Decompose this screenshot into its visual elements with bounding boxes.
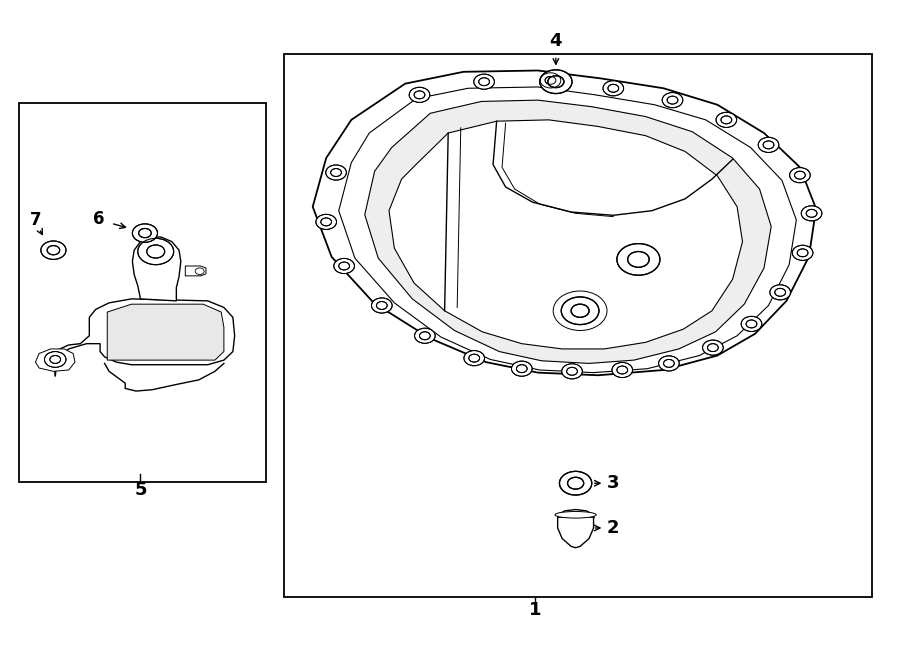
Circle shape: [627, 252, 649, 267]
Circle shape: [139, 229, 151, 238]
Circle shape: [721, 116, 732, 124]
Circle shape: [540, 70, 572, 94]
Circle shape: [775, 288, 786, 296]
Circle shape: [464, 350, 484, 366]
Text: 3: 3: [607, 474, 619, 492]
Circle shape: [44, 352, 66, 368]
Circle shape: [562, 297, 598, 325]
Polygon shape: [132, 237, 181, 301]
Circle shape: [662, 93, 683, 108]
Circle shape: [663, 360, 674, 368]
Circle shape: [568, 477, 584, 489]
Circle shape: [410, 87, 430, 102]
Polygon shape: [35, 349, 75, 371]
Circle shape: [741, 317, 761, 331]
Circle shape: [572, 304, 590, 317]
Text: 2: 2: [607, 519, 619, 537]
Circle shape: [511, 361, 532, 376]
Circle shape: [334, 258, 355, 274]
Polygon shape: [312, 71, 816, 375]
Circle shape: [548, 76, 564, 88]
Circle shape: [763, 141, 774, 149]
Circle shape: [545, 77, 556, 85]
Circle shape: [316, 214, 337, 229]
Polygon shape: [107, 304, 224, 360]
Circle shape: [792, 245, 813, 260]
Circle shape: [562, 364, 582, 379]
Circle shape: [795, 171, 806, 179]
Circle shape: [806, 210, 817, 217]
Circle shape: [667, 96, 678, 104]
Circle shape: [138, 239, 174, 264]
Circle shape: [132, 224, 157, 243]
Polygon shape: [185, 266, 206, 276]
Bar: [284, 54, 872, 597]
Circle shape: [707, 344, 718, 352]
Circle shape: [338, 262, 349, 270]
Circle shape: [372, 298, 392, 313]
Circle shape: [50, 356, 60, 364]
Circle shape: [758, 137, 778, 153]
Circle shape: [560, 471, 592, 495]
Text: 5: 5: [134, 481, 147, 499]
Circle shape: [746, 320, 757, 328]
Circle shape: [612, 362, 633, 377]
Polygon shape: [338, 87, 796, 373]
Circle shape: [414, 91, 425, 98]
Circle shape: [801, 206, 822, 221]
Circle shape: [326, 165, 346, 180]
Circle shape: [703, 340, 724, 355]
Circle shape: [47, 246, 59, 254]
Polygon shape: [364, 100, 771, 364]
Circle shape: [603, 81, 624, 96]
Circle shape: [659, 356, 680, 371]
Circle shape: [415, 329, 436, 343]
Circle shape: [616, 366, 627, 374]
Text: 6: 6: [93, 210, 104, 227]
Text: 4: 4: [550, 32, 562, 50]
Circle shape: [789, 168, 810, 182]
Circle shape: [473, 74, 494, 89]
Polygon shape: [389, 120, 742, 349]
Text: 7: 7: [30, 211, 41, 229]
Circle shape: [479, 78, 490, 86]
Bar: [19, 103, 266, 482]
Circle shape: [40, 241, 66, 259]
Circle shape: [770, 285, 790, 300]
Circle shape: [797, 249, 808, 256]
Circle shape: [469, 354, 480, 362]
Circle shape: [517, 365, 527, 373]
Circle shape: [320, 218, 331, 226]
Circle shape: [567, 368, 578, 375]
Circle shape: [376, 301, 387, 309]
Circle shape: [147, 245, 165, 258]
Circle shape: [608, 85, 618, 93]
Circle shape: [716, 112, 737, 128]
Circle shape: [330, 169, 341, 176]
Circle shape: [540, 73, 561, 88]
Polygon shape: [53, 299, 235, 377]
Ellipse shape: [555, 512, 596, 518]
Text: 1: 1: [529, 602, 542, 619]
Polygon shape: [558, 510, 594, 548]
Circle shape: [419, 332, 430, 340]
Circle shape: [616, 244, 660, 275]
